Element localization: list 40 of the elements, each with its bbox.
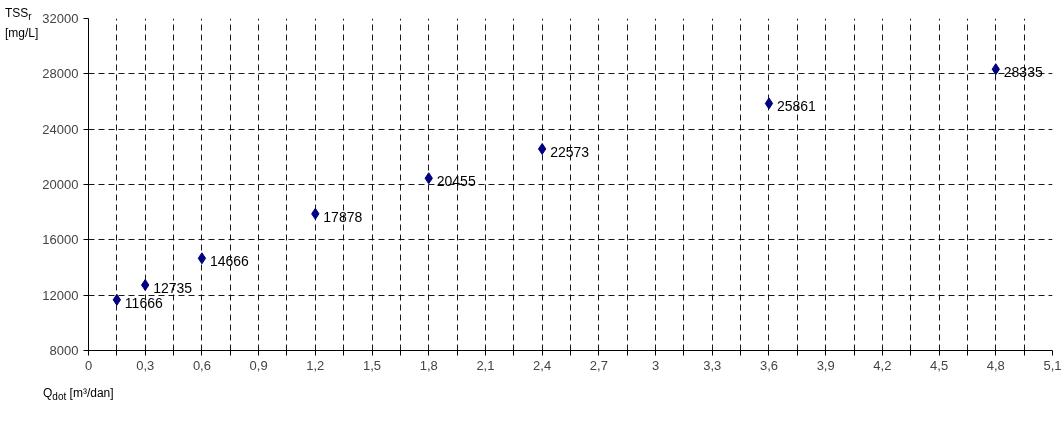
- x-tick-label: 4,2: [873, 357, 892, 373]
- x-tick-label: 0,6: [192, 357, 211, 373]
- x-tick-label: 0,9: [249, 357, 268, 373]
- y-tick-label: 32000: [42, 11, 79, 26]
- x-tick-label: 4,8: [986, 357, 1005, 373]
- x-tick-label: 1,8: [419, 357, 438, 373]
- data-label: 20455: [436, 173, 476, 190]
- x-tick-label: 3,3: [703, 357, 722, 373]
- x-tick-label: 2,7: [589, 357, 608, 373]
- point: [197, 252, 207, 265]
- data-label: 14666: [209, 253, 250, 270]
- x-tick-label: 2,4: [533, 357, 552, 373]
- point: [112, 293, 122, 306]
- data-label: 11666: [124, 294, 163, 311]
- data-label: 17878: [323, 208, 363, 225]
- x-tick-label: 0,3: [136, 357, 155, 373]
- y-tick-label: 20000: [42, 177, 79, 192]
- point: [141, 279, 150, 291]
- data-label: 22573: [550, 143, 590, 160]
- x-tick-label: 1,2: [306, 357, 325, 373]
- point: [764, 97, 774, 110]
- point: [537, 142, 547, 155]
- data-label: 25861: [776, 98, 817, 115]
- x-axis-title: Q$_{dot}$ [m³/dan]: [43, 385, 114, 405]
- y-tick-label: 16000: [42, 232, 79, 248]
- x-tick-label: 2,1: [476, 357, 495, 373]
- y-tick-label: 24000: [42, 121, 79, 137]
- x-tick-label: 4,5: [930, 357, 949, 373]
- y-tick-label: 12000: [42, 287, 79, 303]
- y-tick-label: 8000: [49, 343, 79, 358]
- x-tick-label: 0: [84, 357, 93, 373]
- x-tick-label: 1,5: [362, 357, 382, 373]
- y-axis-title: TSS$_{r}$ [mg/L]: [5, 5, 39, 42]
- data-label: 12735: [153, 280, 193, 296]
- x-tick-label: 3: [651, 357, 660, 373]
- x-tick-label: 5,1: [1043, 357, 1062, 373]
- y-tick-label: 28000: [42, 66, 79, 82]
- x-tick-label: 3,6: [759, 357, 779, 373]
- data-label: 28335: [1003, 64, 1043, 81]
- x-tick-label: 3,9: [816, 357, 835, 373]
